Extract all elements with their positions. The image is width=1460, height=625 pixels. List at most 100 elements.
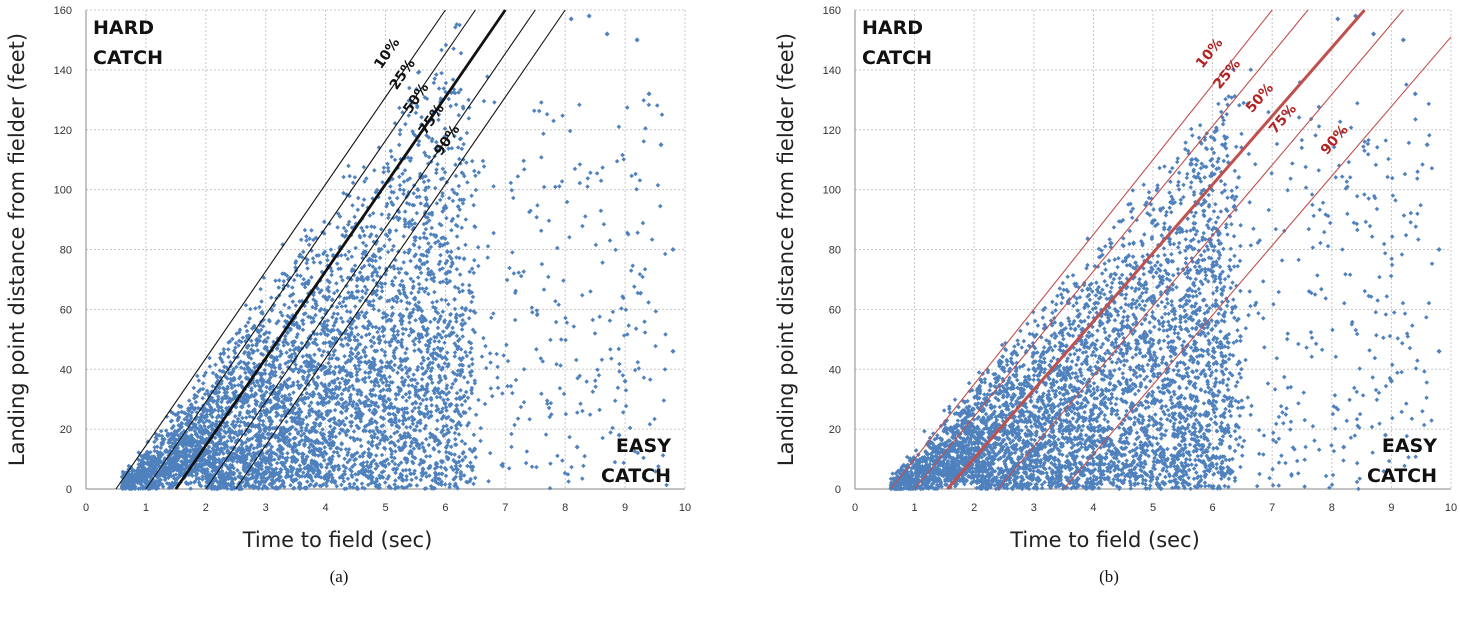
chart-a-point	[291, 390, 296, 395]
chart-a-point	[334, 483, 340, 489]
chart-a-point	[407, 467, 412, 473]
chart-a-point	[404, 398, 409, 403]
chart-a-point	[546, 274, 551, 280]
chart-a-point	[492, 100, 497, 105]
chart-a-point	[406, 333, 412, 338]
chart-a-point	[360, 288, 365, 294]
chart-a-point	[439, 297, 444, 302]
chart-a-point	[319, 353, 325, 358]
chart-a-point	[339, 253, 344, 258]
chart-a-point	[393, 396, 399, 402]
chart-a-point	[281, 278, 287, 284]
chart-a-point	[585, 176, 591, 181]
chart-a-point	[417, 418, 423, 423]
chart-a-point	[600, 165, 605, 170]
chart-a-point	[442, 170, 448, 175]
chart-a-point	[553, 319, 559, 325]
chart-a-point	[352, 263, 358, 268]
chart-a-point	[397, 174, 402, 180]
chart-a-point	[444, 277, 449, 282]
chart-a-point	[452, 354, 458, 359]
chart-a-point	[516, 270, 522, 275]
chart-a-point	[366, 440, 371, 445]
chart-a-point	[357, 298, 363, 304]
chart-a-point	[467, 406, 472, 411]
chart-a-point	[404, 424, 409, 430]
chart-a-point	[460, 317, 465, 323]
chart-a-point	[435, 238, 441, 244]
chart-a-point	[409, 477, 414, 483]
chart-a-point	[460, 458, 465, 463]
chart-a-point	[600, 435, 605, 441]
chart-a-point	[459, 327, 465, 332]
chart-a-point	[482, 401, 488, 407]
chart-a-point	[515, 416, 521, 421]
chart-a-point	[641, 139, 647, 144]
chart-a-point	[252, 383, 258, 389]
chart-a-point	[430, 300, 435, 305]
chart-a-point	[587, 412, 593, 417]
chart-a-point	[596, 373, 602, 378]
chart-a-point	[407, 320, 412, 325]
chart-a-point	[356, 195, 361, 201]
chart-a-point	[508, 383, 514, 389]
chart-a-point	[563, 315, 568, 321]
chart-a-point	[196, 378, 202, 383]
chart-a-point	[437, 197, 443, 203]
chart-a-point	[478, 425, 483, 431]
chart-a-point	[658, 203, 663, 209]
chart-a-point	[450, 198, 456, 204]
chart-a-point	[440, 406, 445, 411]
chart-a-point	[439, 47, 444, 53]
chart-a-point	[451, 46, 456, 52]
chart-a-point	[471, 481, 476, 487]
chart-a-point	[276, 278, 282, 283]
chart-a-point	[509, 187, 515, 193]
chart-a-point	[581, 463, 586, 469]
chart-a-point	[407, 85, 412, 91]
chart-a-point	[652, 416, 657, 422]
chart-a-point	[592, 378, 598, 383]
chart-a-point	[465, 380, 470, 385]
chart-a-point	[306, 242, 312, 248]
chart-a-point	[364, 176, 369, 181]
chart-a-point	[246, 403, 252, 409]
chart-a-point	[260, 418, 266, 424]
chart-a-point	[346, 249, 352, 254]
chart-a-point	[418, 270, 424, 276]
chart-a-point	[512, 317, 518, 323]
chart-a-point	[419, 376, 425, 382]
chart-a-point	[417, 339, 422, 345]
chart-a-point	[456, 156, 462, 162]
chart-a-point	[534, 214, 539, 220]
chart-a-point	[445, 397, 451, 402]
chart-a-point	[326, 360, 331, 366]
chart-a-point	[361, 164, 367, 170]
chart-a-point	[226, 347, 231, 352]
chart-a-point	[541, 287, 547, 292]
chart-a-point	[551, 118, 556, 124]
chart-a-point	[456, 454, 462, 460]
chart-a-point	[386, 212, 392, 218]
chart-a-point	[423, 226, 429, 232]
chart-a-point	[309, 275, 314, 280]
chart-a-point	[472, 475, 478, 481]
chart-a-point	[304, 260, 309, 266]
chart-a-point	[297, 463, 303, 468]
chart-a-point	[429, 225, 435, 231]
chart-a-point	[301, 249, 306, 255]
chart-a-point	[448, 444, 454, 450]
chart-a-point	[367, 407, 372, 413]
chart-a-point	[607, 238, 613, 243]
chart-a-point	[635, 230, 640, 236]
chart-a-point	[457, 463, 463, 469]
chart-a-point	[563, 337, 568, 343]
chart-a-point	[469, 299, 474, 305]
chart-a-point	[485, 255, 490, 260]
chart-a-point	[642, 330, 648, 335]
chart-a-point	[329, 272, 334, 278]
chart-a-point	[628, 268, 634, 273]
chart-a-point	[386, 461, 392, 467]
chart-a-point	[404, 477, 409, 482]
chart-a-point	[408, 258, 413, 264]
